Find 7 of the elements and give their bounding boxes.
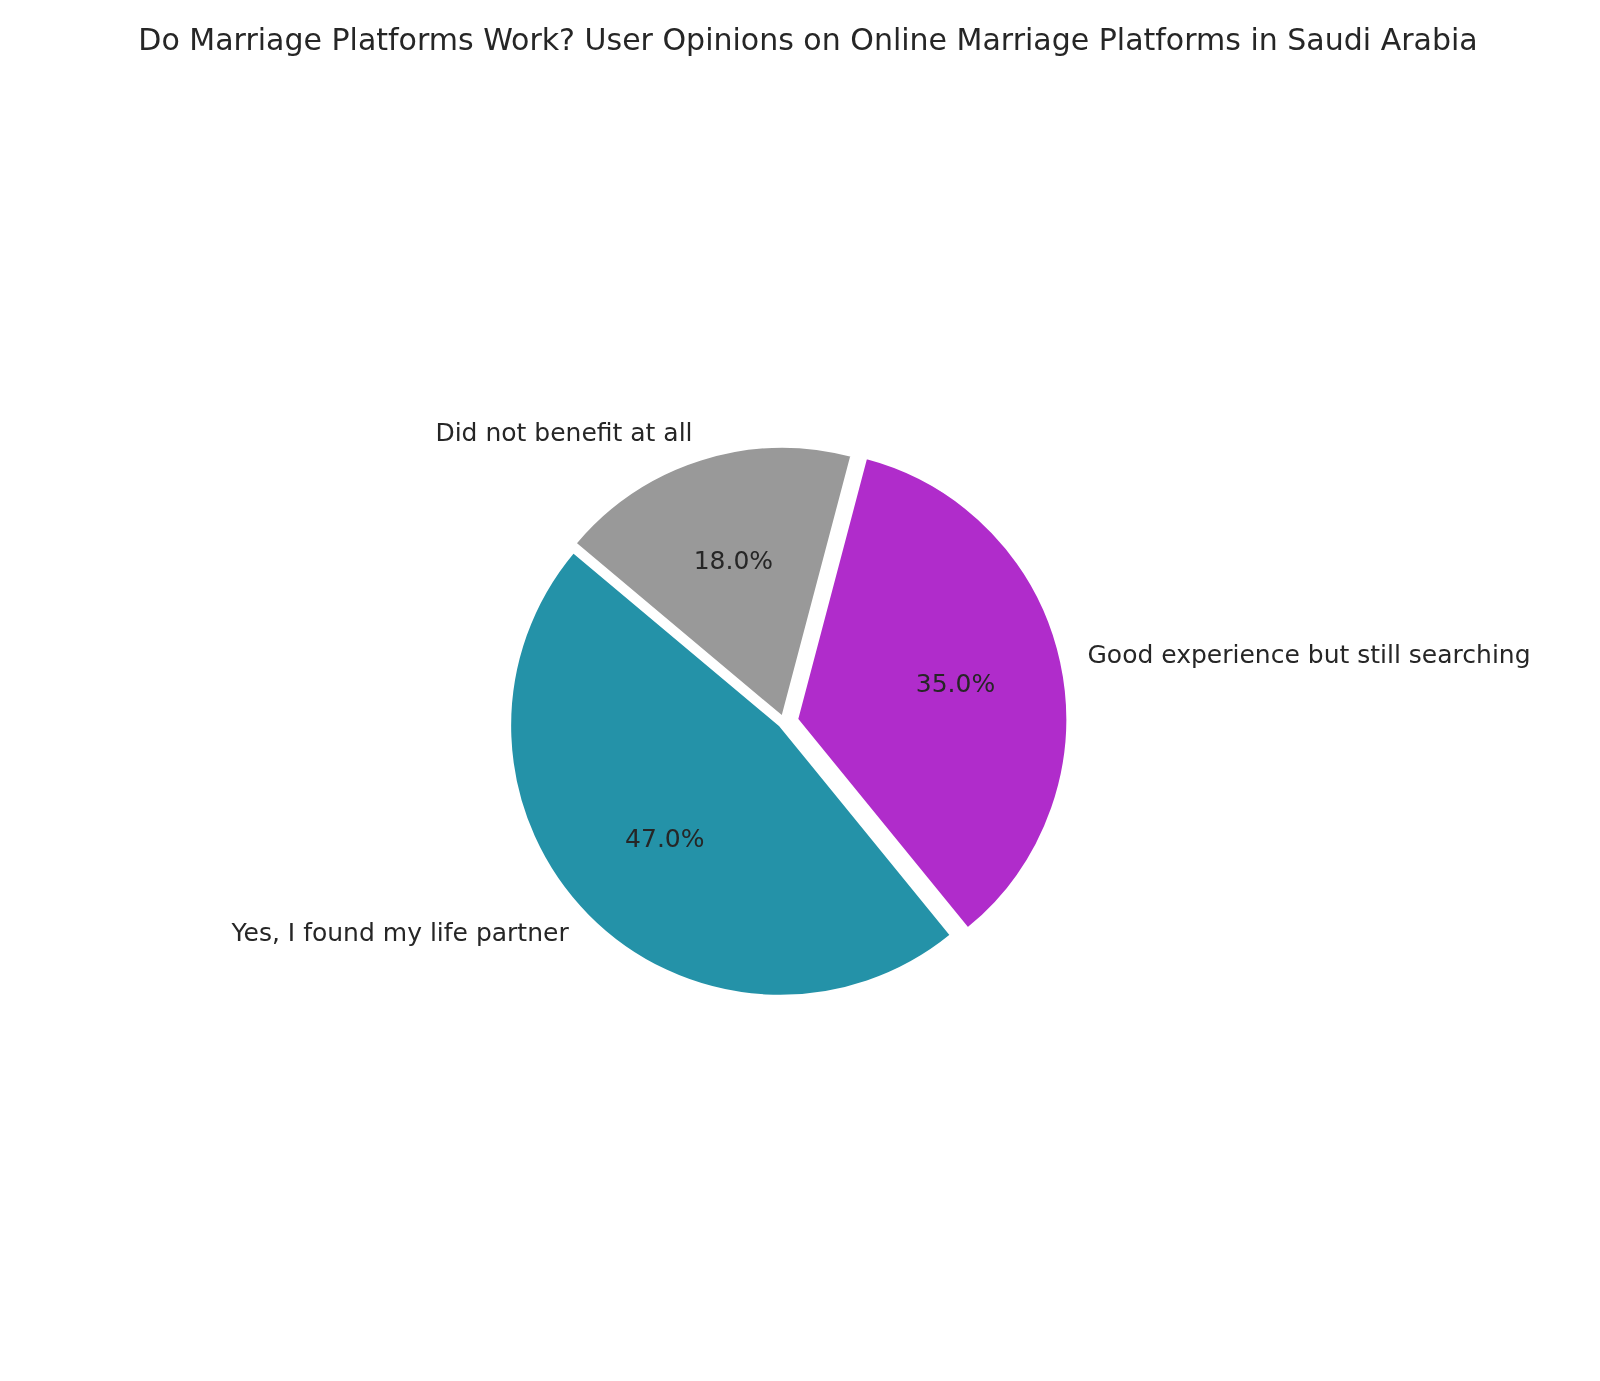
slice-label: Did not benefit at all <box>435 417 693 447</box>
data-label: 35.0% <box>915 668 996 698</box>
data-label: 18.0% <box>693 546 774 576</box>
slice-label: Yes, I found my life partner <box>230 918 570 948</box>
slice-label: Good experience but still searching <box>1087 640 1531 670</box>
data-label: 47.0% <box>625 823 705 853</box>
chart-title: Do Marriage Platforms Work? User Opinions on Online Marriage Platforms in Saudi Arabia <box>138 22 1478 57</box>
